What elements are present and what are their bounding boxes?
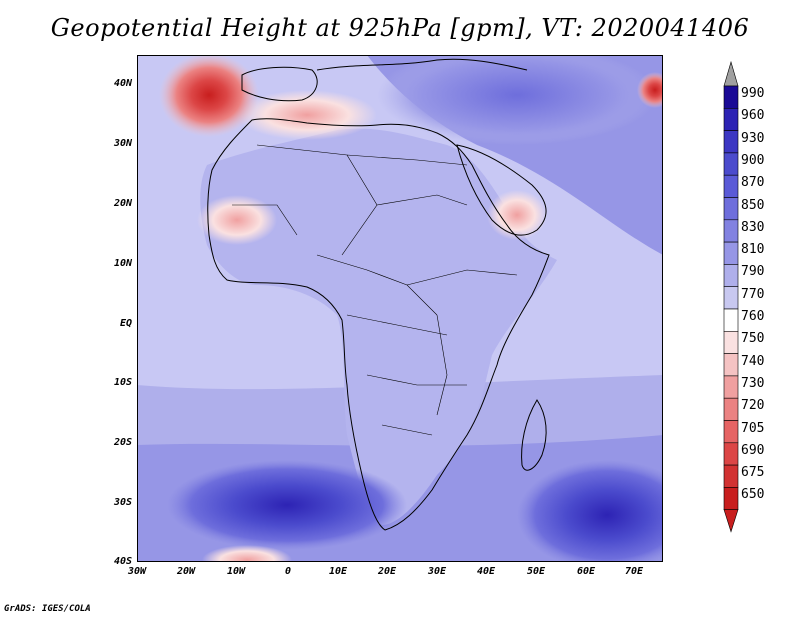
lat-label-30n: 30N <box>113 138 132 149</box>
lat-label-40s: 40S <box>113 556 132 567</box>
colorbar-box-760 <box>723 308 739 332</box>
border-6 <box>346 314 448 336</box>
field-westsahara-low <box>197 195 277 245</box>
chart-title: Geopotential Height at 925hPa [gpm], VT:… <box>50 14 750 42</box>
colorbar-label-830: 830 <box>741 219 765 235</box>
lon-label-30e: 30E <box>427 566 447 577</box>
field-arabia-low <box>487 190 547 240</box>
colorbar-box-750 <box>723 330 739 354</box>
lat-label-10n: 10N <box>113 258 132 269</box>
credit-label: GrADS: IGES/COLA <box>4 604 91 614</box>
colorbar-label-850: 850 <box>741 197 765 213</box>
colorbar-label-750: 750 <box>741 331 765 347</box>
colorbar-label-870: 870 <box>741 175 765 191</box>
field-med-high <box>377 55 657 145</box>
colorbar-label-740: 740 <box>741 353 765 369</box>
colorbar-label-720: 720 <box>741 398 765 414</box>
border-3 <box>376 194 468 206</box>
colorbar-label-760: 760 <box>741 309 765 324</box>
colorbar-label-790: 790 <box>741 264 765 280</box>
colorbar-label-900: 900 <box>741 152 765 168</box>
field-ne-corner-low <box>637 72 663 108</box>
border-1 <box>256 144 378 256</box>
border-4 <box>316 254 438 316</box>
border-9 <box>436 314 448 416</box>
lat-label-eq: EQ <box>119 318 132 329</box>
colorbar-label-770: 770 <box>741 286 765 302</box>
field-south-low <box>202 545 292 562</box>
colorbar <box>723 60 739 533</box>
colorbar-box-740 <box>723 353 739 377</box>
colorbar-box-690 <box>723 442 739 466</box>
lat-label-10s: 10S <box>113 377 132 388</box>
lat-label-20s: 20S <box>113 437 132 448</box>
country-borders <box>232 144 518 436</box>
colorbar-box-650 <box>723 487 739 510</box>
border-7 <box>366 374 467 386</box>
colorbar-under-arrow <box>723 509 739 533</box>
colorbar-box-675 <box>723 464 739 488</box>
colorbar-box-790 <box>723 264 739 287</box>
colorbar-box-830 <box>723 219 739 243</box>
colorbar-label-990: 990 <box>741 86 765 101</box>
colorbar-box-770 <box>723 286 739 310</box>
colorbar-box-870 <box>723 174 739 198</box>
colorbar-label-930: 930 <box>741 130 765 146</box>
lon-label-40e: 40E <box>476 566 496 577</box>
lon-label-70e: 70E <box>624 566 644 577</box>
lon-label-10e: 10E <box>328 566 348 577</box>
colorbar-box-990 <box>723 85 739 109</box>
border-5 <box>406 269 518 286</box>
lon-label-60e: 60E <box>576 566 596 577</box>
border-10 <box>232 204 298 236</box>
colorbar-label-730: 730 <box>741 375 765 391</box>
lon-label-20e: 20E <box>377 566 397 577</box>
coast-madagascar <box>521 399 547 471</box>
colorbar-box-960 <box>723 107 739 131</box>
coast-africa <box>207 118 550 531</box>
lon-label-10w: 10W <box>226 566 246 577</box>
lat-label-20n: 20N <box>113 198 132 209</box>
border-2 <box>346 154 468 166</box>
map-border <box>137 55 663 562</box>
border-8 <box>381 424 433 436</box>
field-sahara-low <box>237 90 377 140</box>
colorbar-box-900 <box>723 152 739 176</box>
colorbar-box-810 <box>723 241 739 265</box>
lon-label-20w: 20W <box>176 566 196 577</box>
colorbar-label-690: 690 <box>741 442 765 458</box>
lon-label-30w: 30W <box>127 566 147 577</box>
colorbar-label-705: 705 <box>741 420 765 436</box>
field-africa-land <box>200 128 557 525</box>
coast-arabia <box>456 144 547 236</box>
lat-label-40n: 40N <box>113 78 132 89</box>
colorbar-label-960: 960 <box>741 108 765 124</box>
colorbar-over-arrow <box>723 60 739 87</box>
colorbar-box-730 <box>723 375 739 399</box>
colorbar-label-650: 650 <box>741 487 765 503</box>
field-indian-ocean-high <box>517 460 663 562</box>
colorbar-box-850 <box>723 197 739 221</box>
colorbar-box-705 <box>723 420 739 444</box>
lat-label-30s: 30S <box>113 497 132 508</box>
coast-med-north <box>316 58 528 71</box>
coast-iberia <box>241 66 318 102</box>
field-south-atlantic-high <box>167 460 407 550</box>
geopotential-map <box>137 55 663 562</box>
coastlines <box>207 58 550 531</box>
colorbar-label-675: 675 <box>741 465 765 481</box>
field-atlantic-low <box>159 55 259 137</box>
colorbar-box-930 <box>723 130 739 154</box>
lon-label-0: 0 <box>284 566 292 577</box>
colorbar-label-810: 810 <box>741 242 765 258</box>
lon-label-50e: 50E <box>526 566 546 577</box>
colorbar-box-720 <box>723 397 739 421</box>
